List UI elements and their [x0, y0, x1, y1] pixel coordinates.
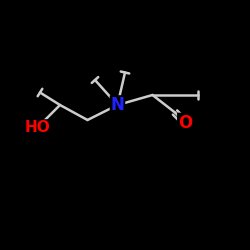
Text: N: N	[110, 96, 124, 114]
Text: HO: HO	[24, 120, 50, 135]
Text: O: O	[178, 114, 192, 132]
